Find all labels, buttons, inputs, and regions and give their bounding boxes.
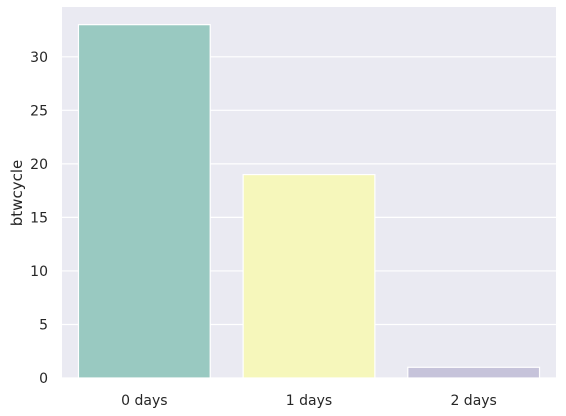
x-tick-label: 2 days <box>450 393 496 409</box>
x-tick-labels: 0 days 1 days 2 days <box>121 393 497 409</box>
y-axis-label: btwcycle <box>8 160 26 226</box>
y-tick-label: 15 <box>30 210 48 226</box>
y-tick-label: 0 <box>39 371 48 387</box>
y-tick-label: 20 <box>30 157 48 173</box>
y-tick-label: 10 <box>30 264 48 280</box>
y-tick-label: 30 <box>30 50 48 66</box>
y-tick-label: 5 <box>39 317 48 333</box>
bar <box>407 366 541 379</box>
x-tick-label: 1 days <box>286 393 332 409</box>
y-tick-labels: 0 5 10 15 20 25 30 <box>30 50 48 387</box>
bars <box>77 24 541 379</box>
x-tick-label: 0 days <box>121 393 167 409</box>
y-tick-label: 25 <box>30 103 48 119</box>
bar <box>77 24 211 379</box>
bar <box>242 173 376 379</box>
